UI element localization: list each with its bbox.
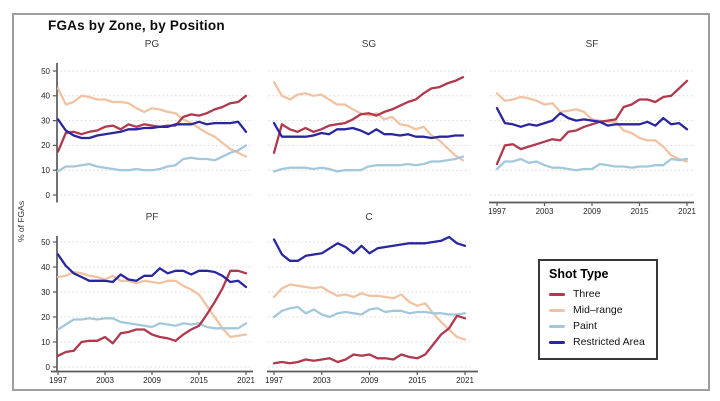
x-tick-label: 2015 — [631, 207, 649, 216]
y-tick-label: 0 — [46, 363, 51, 372]
legend-swatch-three-icon — [549, 292, 565, 296]
x-tick-label: 1997 — [265, 376, 283, 385]
facet-pg: 0 10 20 30 40 50 — [41, 63, 252, 203]
line-pg-three — [56, 94, 248, 153]
line-c-three — [272, 314, 467, 365]
line-sf-paint — [495, 157, 689, 172]
line-sg-three — [272, 76, 465, 154]
facet-sg — [268, 70, 470, 196]
y-tick-label: 10 — [41, 338, 50, 347]
facet-title-sf: SF — [585, 39, 599, 50]
line-pg-paint — [56, 144, 248, 173]
x-tick-label: 2015 — [190, 376, 208, 385]
line-sf-mid-range — [495, 92, 689, 163]
legend-entry-restricted-area: Restricted Area — [549, 334, 648, 350]
line-c-restricted-area — [272, 235, 467, 262]
x-tick-label: 2021 — [678, 207, 696, 216]
line-sg-mid-range — [272, 81, 465, 162]
facet-title-sg: SG — [361, 39, 377, 50]
x-tick-label: 1997 — [49, 376, 67, 385]
y-tick-label: 40 — [41, 92, 50, 101]
facet-pf: 0 10 20 30 40 50 1997 2003 2009 2015 2021 — [41, 236, 255, 385]
line-sg-restricted-area — [272, 121, 465, 140]
facet-title-pf: PF — [145, 212, 159, 223]
line-pf-restricted-area — [56, 253, 248, 289]
line-sg-paint — [272, 155, 465, 173]
facet-title-pg: PG — [144, 39, 160, 50]
legend-label-paint: Paint — [573, 320, 597, 332]
x-tick-label: 2003 — [536, 207, 554, 216]
line-pf-paint — [56, 317, 248, 331]
legend-label-restricted-area: Restricted Area — [573, 336, 645, 348]
legend-swatch-paint-icon — [549, 324, 565, 328]
x-tick-label: 2015 — [408, 376, 426, 385]
line-sf-restricted-area — [495, 107, 689, 131]
legend-label-mid-range: Mid–range — [573, 304, 623, 316]
x-tick-label: 2009 — [583, 207, 601, 216]
x-tick-label: 2009 — [143, 376, 161, 385]
x-tick-label: 2021 — [456, 376, 474, 385]
legend-entry-mid-range: Mid–range — [549, 302, 648, 318]
y-tick-label: 50 — [41, 67, 50, 76]
x-tick-label: 1997 — [488, 207, 506, 216]
facet-sf: 1997 2003 2009 2015 2021 — [488, 70, 696, 216]
legend: Shot Type Three Mid–range Paint Restrict… — [538, 259, 658, 360]
legend-entry-three: Three — [549, 286, 648, 302]
facet-c: 1997 2003 2009 2015 2021 — [265, 235, 478, 385]
y-tick-label: 30 — [41, 116, 50, 125]
y-tick-label: 0 — [46, 191, 51, 200]
line-pg-mid-range — [56, 87, 248, 158]
legend-swatch-mid-range-icon — [549, 308, 565, 312]
line-c-paint — [272, 305, 467, 319]
y-tick-label: 40 — [41, 263, 50, 272]
x-tick-label: 2003 — [96, 376, 114, 385]
x-tick-label: 2009 — [361, 376, 379, 385]
line-pf-three — [56, 269, 248, 357]
legend-title: Shot Type — [549, 267, 609, 281]
x-tick-label: 2003 — [313, 376, 331, 385]
legend-label-three: Three — [573, 288, 601, 300]
line-pg-restricted-area — [56, 118, 248, 140]
line-pf-mid-range — [56, 270, 248, 339]
facet-title-c: C — [365, 212, 373, 223]
x-tick-label: 2021 — [237, 376, 255, 385]
line-sf-three — [495, 79, 689, 166]
y-tick-label: 20 — [41, 313, 50, 322]
y-tick-label: 30 — [41, 288, 50, 297]
chart-title: FGAs by Zone, by Position — [48, 18, 225, 33]
y-tick-label: 20 — [41, 141, 50, 150]
legend-entry-paint: Paint — [549, 318, 648, 334]
legend-swatch-restricted-area-icon — [549, 340, 565, 344]
y-tick-label: 50 — [41, 238, 50, 247]
y-tick-label: 10 — [41, 166, 50, 175]
